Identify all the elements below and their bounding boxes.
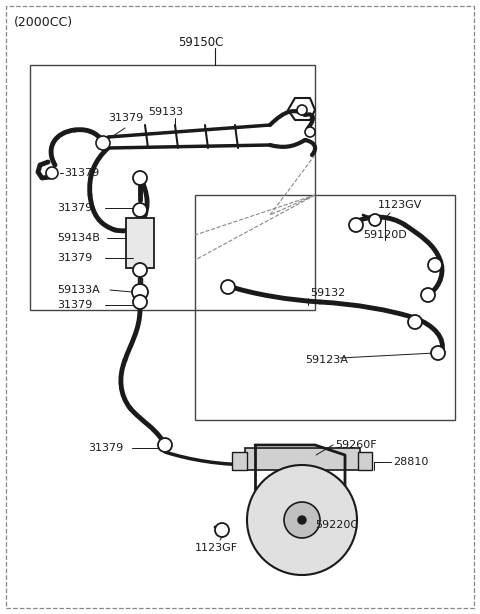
Text: (2000CC): (2000CC): [14, 15, 73, 28]
Bar: [358, 452, 372, 470]
Text: 31379: 31379: [108, 113, 143, 123]
Text: 31379: 31379: [64, 168, 99, 178]
Bar: [232, 452, 247, 470]
Text: 59120D: 59120D: [363, 230, 407, 240]
Circle shape: [215, 523, 229, 537]
Circle shape: [284, 502, 320, 538]
Circle shape: [431, 346, 445, 360]
Text: 59220C: 59220C: [315, 520, 358, 530]
Circle shape: [369, 214, 381, 226]
Circle shape: [349, 218, 363, 232]
Text: 31379: 31379: [88, 443, 123, 453]
Text: 31379: 31379: [57, 253, 92, 263]
Circle shape: [428, 258, 442, 272]
Circle shape: [221, 280, 235, 294]
Text: 59134B: 59134B: [57, 233, 100, 243]
Text: 59133A: 59133A: [57, 285, 100, 295]
Circle shape: [408, 315, 422, 329]
Circle shape: [132, 284, 148, 300]
Circle shape: [247, 465, 357, 575]
Bar: [126, 218, 154, 268]
Circle shape: [158, 438, 172, 452]
Circle shape: [133, 263, 147, 277]
Text: 59133: 59133: [148, 107, 183, 117]
Text: 1123GF: 1123GF: [195, 543, 238, 553]
Circle shape: [133, 203, 147, 217]
Text: 59132: 59132: [310, 288, 345, 298]
Text: 59260F: 59260F: [335, 440, 377, 450]
Circle shape: [305, 127, 315, 137]
Text: 1123GV: 1123GV: [378, 200, 422, 210]
Circle shape: [133, 171, 147, 185]
Circle shape: [297, 105, 307, 115]
Text: 59150C: 59150C: [178, 36, 223, 49]
Circle shape: [298, 516, 306, 524]
Circle shape: [46, 167, 58, 179]
Text: 28810: 28810: [393, 457, 428, 467]
Bar: [195, 195, 455, 420]
Text: 31379: 31379: [57, 203, 92, 213]
Bar: [245, 448, 360, 470]
Text: 31379: 31379: [57, 300, 92, 310]
Circle shape: [133, 295, 147, 309]
Circle shape: [421, 288, 435, 302]
Bar: [30, 65, 315, 310]
Text: 59123A: 59123A: [305, 355, 348, 365]
Circle shape: [96, 136, 110, 150]
